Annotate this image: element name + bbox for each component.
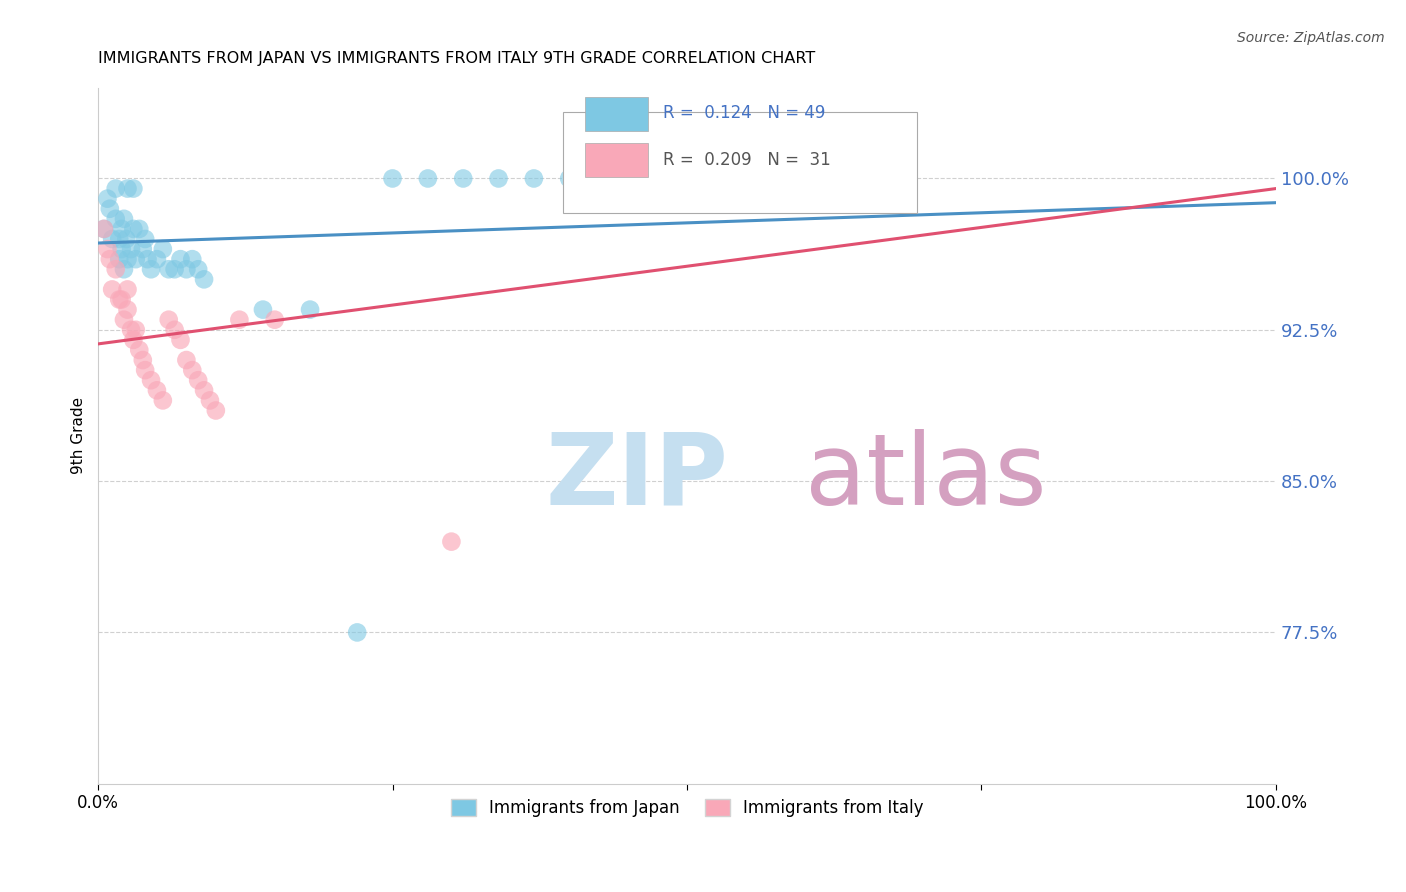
- Point: [101, 282, 124, 296]
- Point: [440, 534, 463, 549]
- Point: [117, 282, 139, 296]
- Point: [451, 171, 474, 186]
- Text: Source: ZipAtlas.com: Source: ZipAtlas.com: [1237, 31, 1385, 45]
- FancyBboxPatch shape: [564, 112, 917, 213]
- Point: [770, 171, 793, 186]
- FancyBboxPatch shape: [585, 144, 648, 178]
- Point: [664, 171, 686, 186]
- Text: IMMIGRANTS FROM JAPAN VS IMMIGRANTS FROM ITALY 9TH GRADE CORRELATION CHART: IMMIGRANTS FROM JAPAN VS IMMIGRANTS FROM…: [98, 51, 815, 66]
- Point: [104, 262, 127, 277]
- Point: [96, 242, 118, 256]
- Point: [176, 353, 198, 368]
- Point: [169, 252, 191, 267]
- Point: [176, 262, 198, 277]
- Point: [139, 262, 162, 277]
- Point: [96, 192, 118, 206]
- Point: [132, 353, 155, 368]
- Point: [134, 232, 156, 246]
- Point: [93, 222, 115, 236]
- Point: [112, 262, 135, 277]
- Point: [128, 343, 150, 357]
- Point: [299, 302, 322, 317]
- Point: [125, 252, 148, 267]
- Legend: Immigrants from Japan, Immigrants from Italy: Immigrants from Japan, Immigrants from I…: [444, 793, 929, 824]
- Point: [108, 293, 131, 307]
- Point: [128, 222, 150, 236]
- Point: [146, 384, 169, 398]
- Point: [136, 252, 159, 267]
- Point: [93, 222, 115, 236]
- Point: [104, 181, 127, 195]
- Point: [152, 393, 174, 408]
- Point: [98, 252, 121, 267]
- Point: [117, 181, 139, 195]
- Point: [120, 323, 142, 337]
- Point: [152, 242, 174, 256]
- Point: [187, 373, 209, 387]
- Point: [108, 252, 131, 267]
- Point: [112, 211, 135, 226]
- Point: [187, 262, 209, 277]
- Point: [146, 252, 169, 267]
- Point: [252, 302, 274, 317]
- Point: [163, 262, 186, 277]
- Point: [346, 625, 368, 640]
- Point: [163, 323, 186, 337]
- Point: [108, 232, 131, 246]
- Point: [381, 171, 404, 186]
- Point: [735, 171, 758, 186]
- Text: atlas: atlas: [804, 429, 1046, 526]
- Point: [523, 171, 546, 186]
- Point: [101, 232, 124, 246]
- Point: [112, 312, 135, 326]
- Point: [110, 293, 132, 307]
- Point: [157, 262, 180, 277]
- Text: R =  0.124   N = 49: R = 0.124 N = 49: [664, 104, 825, 122]
- Point: [263, 312, 285, 326]
- Point: [488, 171, 510, 186]
- Point: [181, 252, 204, 267]
- Point: [558, 171, 581, 186]
- Point: [132, 242, 155, 256]
- Point: [115, 232, 138, 246]
- Point: [122, 222, 145, 236]
- Point: [122, 333, 145, 347]
- Point: [134, 363, 156, 377]
- Point: [193, 384, 215, 398]
- Point: [181, 363, 204, 377]
- Point: [104, 211, 127, 226]
- Point: [169, 333, 191, 347]
- Point: [699, 171, 721, 186]
- Text: R =  0.209   N =  31: R = 0.209 N = 31: [664, 151, 831, 169]
- Point: [110, 222, 132, 236]
- Point: [122, 181, 145, 195]
- Point: [193, 272, 215, 286]
- Point: [98, 202, 121, 216]
- Point: [198, 393, 221, 408]
- FancyBboxPatch shape: [585, 96, 648, 131]
- Point: [157, 312, 180, 326]
- Point: [117, 252, 139, 267]
- Point: [806, 171, 828, 186]
- Y-axis label: 9th Grade: 9th Grade: [72, 397, 86, 475]
- Point: [593, 171, 616, 186]
- Point: [205, 403, 228, 417]
- Point: [416, 171, 439, 186]
- Point: [110, 242, 132, 256]
- Text: ZIP: ZIP: [546, 429, 728, 526]
- Point: [139, 373, 162, 387]
- Point: [120, 242, 142, 256]
- Point: [628, 171, 651, 186]
- Point: [117, 302, 139, 317]
- Point: [125, 323, 148, 337]
- Point: [228, 312, 250, 326]
